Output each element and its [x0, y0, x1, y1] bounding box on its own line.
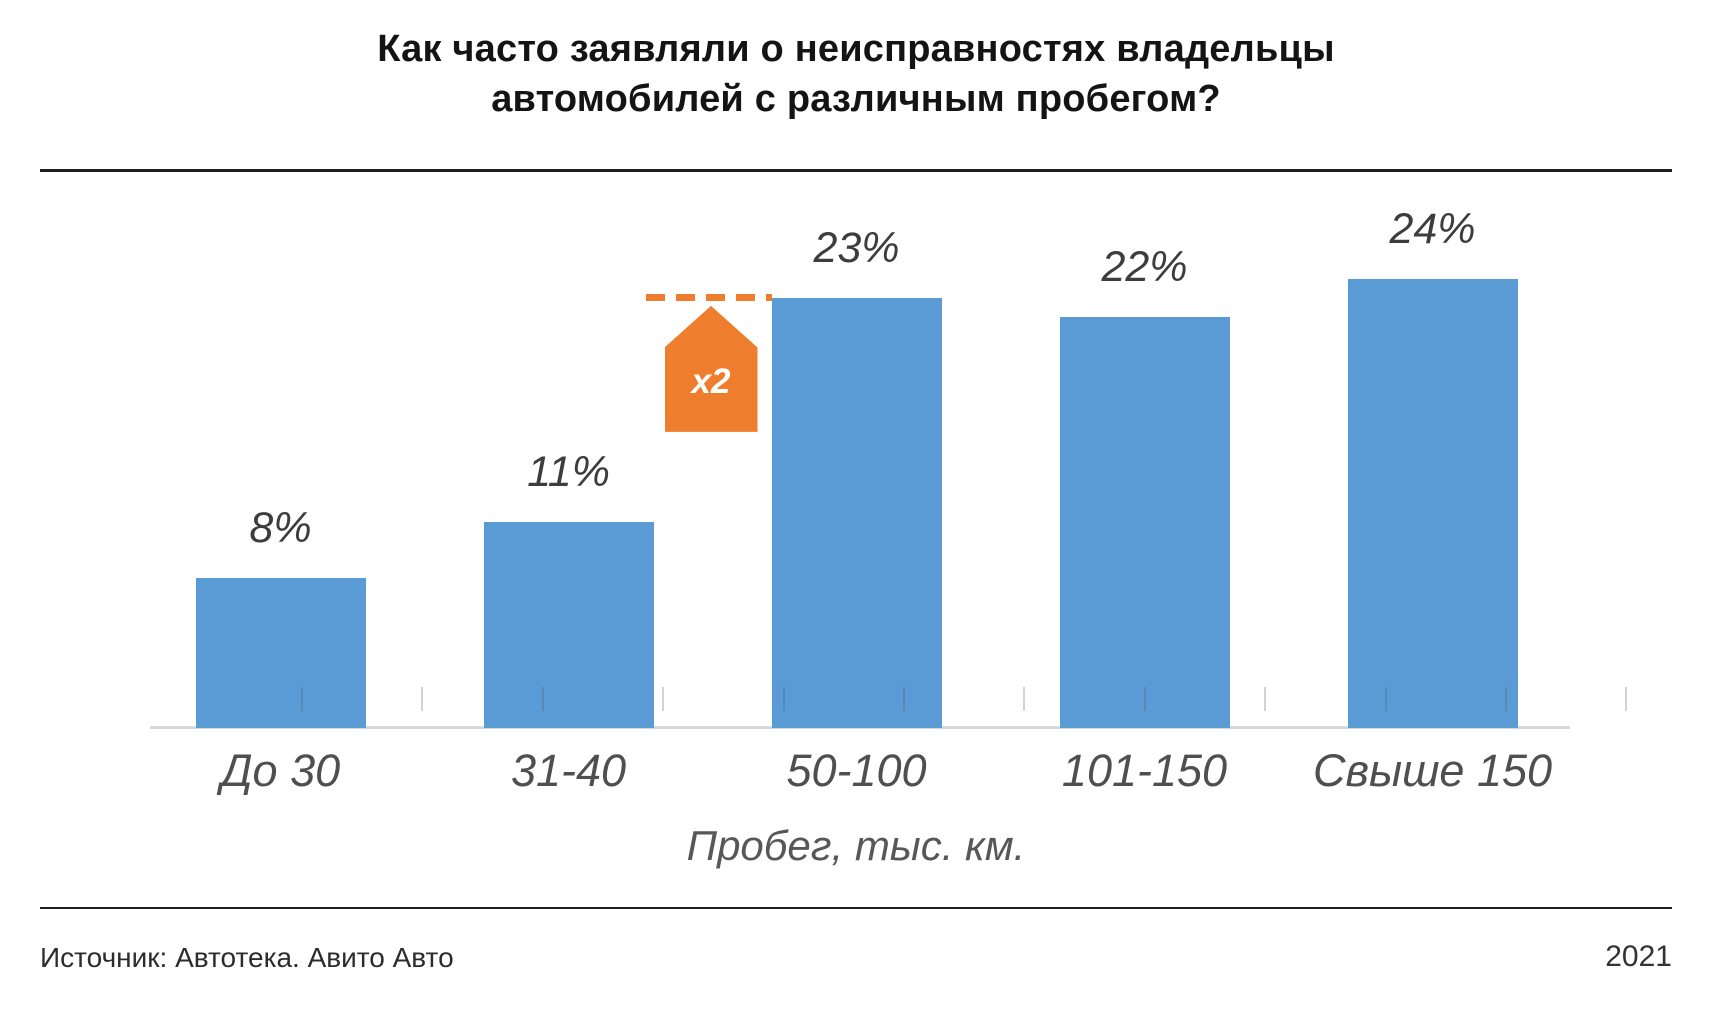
bar-category-label: 31-40 — [510, 745, 627, 796]
source-caption: Источник: Автотека. Авито Авто — [40, 942, 454, 973]
bar-value-label: 23% — [813, 223, 900, 272]
axis-tick — [782, 687, 785, 711]
axis-tick — [1264, 687, 1267, 711]
bar-category-label: Свыше 150 — [1312, 745, 1553, 796]
bar-value-label: 11% — [527, 448, 610, 497]
bar-31-40 — [483, 522, 654, 728]
axis-tick — [1505, 687, 1507, 711]
bar-value-label: 24% — [1389, 205, 1476, 254]
chart-title: Как часто заявляли о неисправностях влад… — [40, 24, 1672, 124]
bar-category-label: До 30 — [220, 745, 341, 796]
axis-tick — [541, 687, 544, 711]
top-divider — [40, 169, 1672, 172]
axis-tick — [903, 687, 905, 711]
bottom-divider — [40, 907, 1672, 909]
axis-tick — [1625, 687, 1628, 711]
axis-tick — [662, 687, 665, 711]
x2-annotation-arrow: x2 — [664, 305, 758, 432]
annotation-dashed-line — [645, 293, 772, 301]
chart-title-line2: автомобилей с различным пробегом? — [491, 78, 1221, 120]
bar-Свыше 150 — [1347, 279, 1518, 728]
axis-tick — [1023, 687, 1026, 711]
bar-value-label: 8% — [249, 504, 312, 553]
annotation-text: x2 — [691, 361, 731, 401]
bar-value-label: 22% — [1101, 242, 1188, 291]
year-label: 2021 — [1605, 940, 1672, 973]
bar-До 30 — [195, 578, 366, 728]
bar-101-150 — [1059, 316, 1230, 728]
x-axis-title: Пробег, тыс. км. — [686, 822, 1026, 869]
bar-category-label: 50-100 — [786, 745, 927, 796]
axis-tick — [1143, 687, 1146, 711]
chart-title-line1: Как часто заявляли о неисправностях влад… — [377, 28, 1335, 70]
axis-tick — [301, 687, 303, 711]
axis-tick — [421, 687, 424, 711]
bar-50-100 — [771, 297, 942, 728]
axis-tick — [1384, 687, 1387, 711]
bar-category-label: 101-150 — [1061, 745, 1228, 796]
